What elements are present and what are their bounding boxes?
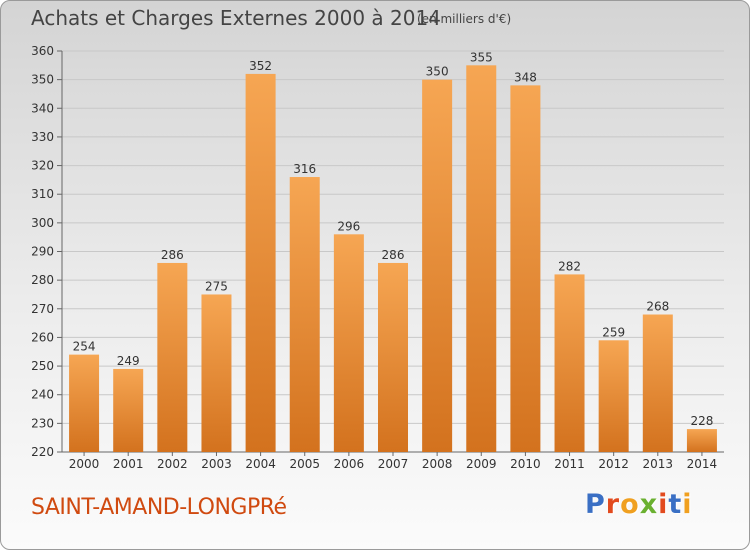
y-tick-label: 260 <box>31 330 54 344</box>
data-label: 355 <box>470 50 493 64</box>
y-tick-label: 280 <box>31 273 54 287</box>
data-label: 352 <box>249 59 272 73</box>
y-tick-label: 220 <box>31 445 54 459</box>
x-tick-label: 2013 <box>643 457 674 471</box>
x-tick-label: 2002 <box>157 457 188 471</box>
data-label: 348 <box>514 70 537 84</box>
bar-2007[interactable] <box>378 262 408 452</box>
data-label: 275 <box>205 279 228 293</box>
x-tick-label: 2006 <box>334 457 365 471</box>
bar-2008[interactable] <box>422 79 453 453</box>
bar-2010[interactable] <box>510 85 541 452</box>
data-label: 316 <box>293 162 316 176</box>
data-label: 286 <box>161 248 184 262</box>
bar-2012[interactable] <box>598 340 629 452</box>
bar-2004[interactable] <box>245 73 276 453</box>
data-label: 350 <box>426 65 449 79</box>
x-tick-label: 2007 <box>378 457 409 471</box>
x-tick-labels: 2000 2001 2002 2003 2004 2005 2006 2007 2008 2009… <box>69 452 717 471</box>
logo-letter: o <box>620 489 640 520</box>
town-name: SAINT-AMAND-LONGPRé <box>31 495 287 520</box>
bar-2014[interactable] <box>686 429 717 452</box>
bar-2002[interactable] <box>157 262 188 452</box>
x-tick-label: 2005 <box>289 457 320 471</box>
data-label: 228 <box>690 414 713 428</box>
data-labels: 254 249 286 275 352 316 296 286 350 355 348 282 259 2… <box>73 50 714 428</box>
x-tick-label: 2011 <box>554 457 585 471</box>
y-tick-label: 290 <box>31 245 54 259</box>
bar-2009[interactable] <box>466 65 497 453</box>
data-label: 249 <box>117 354 140 368</box>
data-label: 296 <box>337 219 360 233</box>
x-tick-label: 2009 <box>466 457 497 471</box>
x-tick-label: 2004 <box>245 457 276 471</box>
chart-subtitle: (en milliers d'€) <box>417 12 512 26</box>
y-tick-label: 310 <box>31 187 54 201</box>
y-tick-label: 230 <box>31 416 54 430</box>
y-tick-label: 300 <box>31 216 54 230</box>
y-tick-label: 340 <box>31 101 54 115</box>
chart-title: Achats et Charges Externes 2000 à 2014 <box>31 6 441 30</box>
bar-2001[interactable] <box>113 368 144 452</box>
logo-letter: P <box>585 489 606 520</box>
y-tick-labels: 220 230 240 250 260 270 280 290 300 310 320 330 340 3… <box>31 44 54 459</box>
logo-letter: x <box>639 489 659 520</box>
data-label: 282 <box>558 259 581 273</box>
proxiti-logo[interactable]: Proxiti <box>585 489 693 520</box>
y-tick-label: 330 <box>31 130 54 144</box>
x-tick-label: 2010 <box>510 457 541 471</box>
x-tick-label: 2000 <box>69 457 100 471</box>
data-label: 254 <box>73 340 96 354</box>
x-tick-label: 2001 <box>113 457 144 471</box>
bars <box>69 65 717 453</box>
x-tick-label: 2003 <box>201 457 232 471</box>
y-tick-label: 360 <box>31 44 54 58</box>
x-tick-label: 2014 <box>687 457 718 471</box>
logo-letter: i <box>658 489 669 520</box>
logo-letter: t <box>668 489 683 520</box>
data-label: 268 <box>646 300 669 314</box>
y-tick-label: 270 <box>31 302 54 316</box>
bar-2005[interactable] <box>289 177 320 452</box>
data-label: 286 <box>382 248 405 262</box>
y-tick-label: 240 <box>31 388 54 402</box>
y-tick-label: 250 <box>31 359 54 373</box>
logo-letter: i <box>682 489 693 520</box>
bar-2011[interactable] <box>554 274 585 452</box>
bar-2006[interactable] <box>333 234 364 452</box>
data-label: 259 <box>602 325 625 339</box>
x-tick-label: 2012 <box>598 457 629 471</box>
logo-letter: r <box>605 489 621 520</box>
y-tick-label: 320 <box>31 159 54 173</box>
bar-2013[interactable] <box>642 314 673 452</box>
bar-2003[interactable] <box>201 294 232 452</box>
bar-2000[interactable] <box>69 354 100 452</box>
y-tick-label: 350 <box>31 73 54 87</box>
x-tick-label: 2008 <box>422 457 453 471</box>
